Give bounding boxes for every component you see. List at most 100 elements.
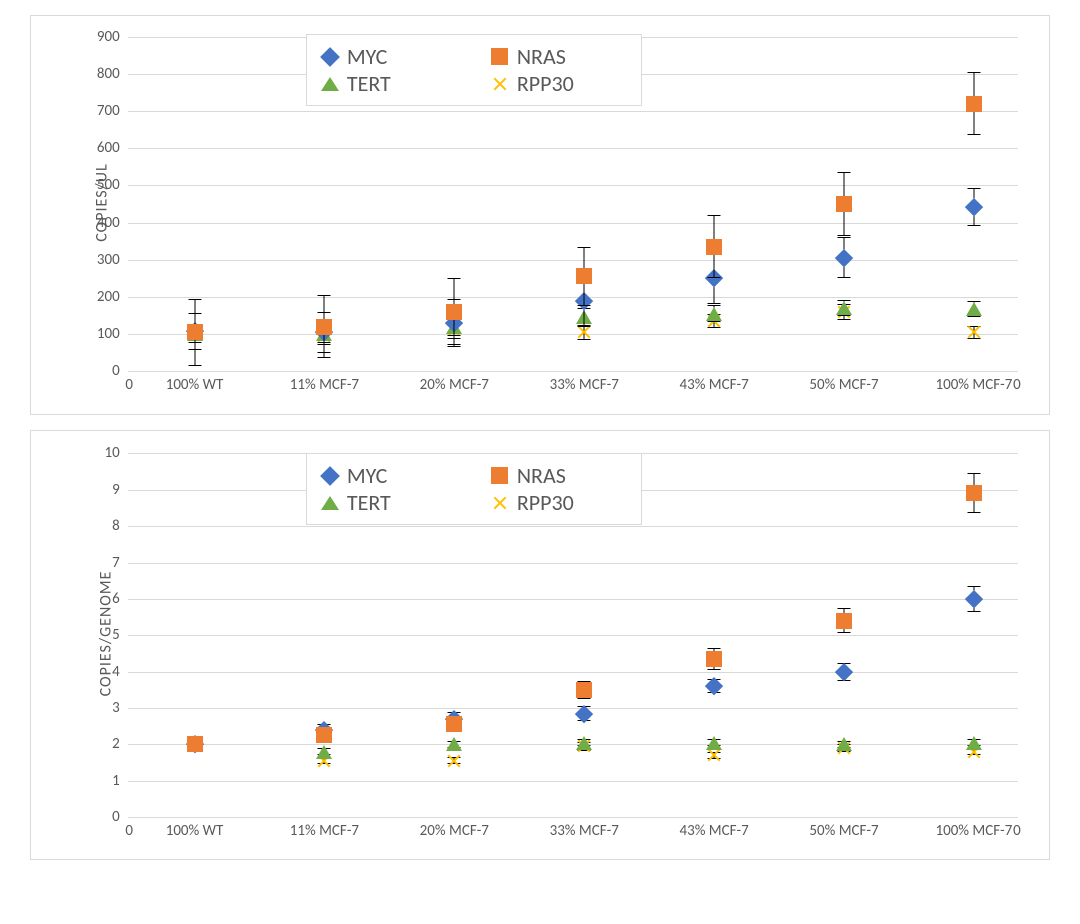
x-category-label: 100% WT xyxy=(166,376,224,394)
legend: MYC NRAS TERT RPP30 xyxy=(306,34,642,106)
legend-item: RPP30 xyxy=(491,70,621,97)
gridline xyxy=(128,148,1019,149)
y-tick-label: 800 xyxy=(97,65,120,83)
legend-label: MYC xyxy=(347,43,388,70)
x-category-label: 20% MCF-7 xyxy=(420,822,489,840)
y-tick-label: 900 xyxy=(97,28,120,46)
data-point xyxy=(576,682,592,698)
data-point xyxy=(706,736,722,750)
data-point xyxy=(966,302,982,316)
gridline xyxy=(128,599,1019,600)
legend-item: TERT xyxy=(321,70,451,97)
y-tick-label: 300 xyxy=(97,251,120,269)
y-tick-label: 10 xyxy=(104,444,119,462)
data-point xyxy=(835,663,853,681)
x-category-label: 100% MCF-7 xyxy=(935,376,1012,394)
gridline xyxy=(128,635,1019,636)
gridline xyxy=(128,672,1019,673)
data-point xyxy=(836,301,852,315)
data-point xyxy=(446,304,462,320)
chart-copies-per-ul: 01002003004005006007008009000100% WT11% … xyxy=(30,15,1050,415)
data-point xyxy=(316,319,332,335)
x-category-label: 43% MCF-7 xyxy=(679,376,748,394)
x-category-label: 11% MCF-7 xyxy=(290,376,359,394)
x-category-label: 33% MCF-7 xyxy=(550,822,619,840)
data-point xyxy=(316,745,332,759)
data-point xyxy=(965,198,983,216)
legend-item: MYC xyxy=(321,462,451,489)
legend-label: NRAS xyxy=(517,43,566,70)
data-point xyxy=(576,268,592,284)
y-tick-label: 100 xyxy=(97,325,120,343)
x-category-label: 50% MCF-7 xyxy=(809,822,878,840)
gridline xyxy=(128,708,1019,709)
legend-item: NRAS xyxy=(491,43,621,70)
data-point xyxy=(706,307,722,321)
gridline xyxy=(128,185,1019,186)
data-point xyxy=(836,737,852,751)
data-point xyxy=(965,590,983,608)
x-tick-label: 0 xyxy=(1013,822,1021,840)
gridline xyxy=(128,563,1019,564)
gridline xyxy=(128,297,1019,298)
legend-label: NRAS xyxy=(517,462,566,489)
legend-label: MYC xyxy=(347,462,388,489)
data-point xyxy=(966,96,982,112)
x-tick-label: 0 xyxy=(125,822,133,840)
x-category-label: 100% WT xyxy=(166,822,224,840)
data-point xyxy=(446,737,462,751)
data-point xyxy=(576,736,592,750)
data-point xyxy=(966,485,982,501)
data-point xyxy=(966,736,982,750)
legend-label: TERT xyxy=(347,70,391,97)
y-tick-label: 8 xyxy=(112,517,120,535)
gridline xyxy=(128,334,1019,335)
data-point xyxy=(836,196,852,212)
y-tick-label: 600 xyxy=(97,139,120,157)
y-tick-label: 0 xyxy=(112,362,120,380)
legend-item: RPP30 xyxy=(491,489,621,516)
y-tick-label: 7 xyxy=(112,554,120,572)
legend-label: TERT xyxy=(347,489,391,516)
data-point xyxy=(836,613,852,629)
data-point xyxy=(706,651,722,667)
gridline xyxy=(128,781,1019,782)
data-point xyxy=(187,324,203,340)
gridline xyxy=(128,744,1019,745)
gridline xyxy=(128,371,1019,372)
y-axis-title: COPIES/UL xyxy=(92,163,111,241)
y-tick-label: 700 xyxy=(97,102,120,120)
y-tick-label: 9 xyxy=(112,481,120,499)
x-category-label: 11% MCF-7 xyxy=(290,822,359,840)
y-tick-label: 2 xyxy=(112,735,120,753)
data-point xyxy=(835,249,853,267)
data-point xyxy=(446,753,462,769)
data-point xyxy=(446,716,462,732)
y-tick-label: 200 xyxy=(97,288,120,306)
y-tick-label: 3 xyxy=(112,699,120,717)
x-tick-label: 0 xyxy=(1013,376,1021,394)
x-tick-label: 0 xyxy=(125,376,133,394)
data-point xyxy=(706,747,722,763)
gridline xyxy=(128,223,1019,224)
x-category-label: 43% MCF-7 xyxy=(679,822,748,840)
x-category-label: 33% MCF-7 xyxy=(550,376,619,394)
legend-item: TERT xyxy=(321,489,451,516)
gridline xyxy=(128,817,1019,818)
data-point xyxy=(316,727,332,743)
data-point xyxy=(706,239,722,255)
y-tick-label: 0 xyxy=(112,808,120,826)
legend-label: RPP30 xyxy=(517,70,574,97)
data-point xyxy=(187,736,203,752)
x-category-label: 50% MCF-7 xyxy=(809,376,878,394)
legend-item: NRAS xyxy=(491,462,621,489)
legend: MYC NRAS TERT RPP30 xyxy=(306,453,642,525)
chart-copies-per-genome: 0123456789100100% WT11% MCF-720% MCF-733… xyxy=(30,430,1050,860)
gridline xyxy=(128,260,1019,261)
data-point xyxy=(966,324,982,340)
y-axis-title: COPIES/GENOME xyxy=(96,571,115,697)
y-tick-label: 1 xyxy=(112,772,120,790)
legend-label: RPP30 xyxy=(517,489,574,516)
x-category-label: 100% MCF-7 xyxy=(935,822,1012,840)
legend-item: MYC xyxy=(321,43,451,70)
